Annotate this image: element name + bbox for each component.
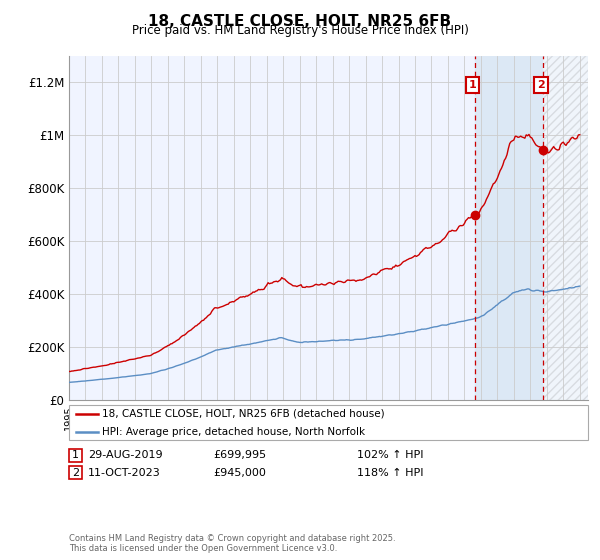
Text: 2: 2 — [72, 468, 79, 478]
Text: Contains HM Land Registry data © Crown copyright and database right 2025.
This d: Contains HM Land Registry data © Crown c… — [69, 534, 395, 553]
Text: 1: 1 — [469, 80, 477, 90]
Text: Price paid vs. HM Land Registry's House Price Index (HPI): Price paid vs. HM Land Registry's House … — [131, 24, 469, 37]
Text: 2: 2 — [537, 80, 545, 90]
Text: 1: 1 — [72, 450, 79, 460]
Text: 18, CASTLE CLOSE, HOLT, NR25 6FB: 18, CASTLE CLOSE, HOLT, NR25 6FB — [148, 14, 452, 29]
Text: 18, CASTLE CLOSE, HOLT, NR25 6FB (detached house): 18, CASTLE CLOSE, HOLT, NR25 6FB (detach… — [102, 409, 385, 419]
Text: £945,000: £945,000 — [213, 468, 266, 478]
Bar — [544, 56, 588, 400]
Bar — [544, 56, 588, 400]
Text: 11-OCT-2023: 11-OCT-2023 — [88, 468, 161, 478]
Text: £699,995: £699,995 — [213, 450, 266, 460]
Bar — [475, 56, 544, 400]
Text: 29-AUG-2019: 29-AUG-2019 — [88, 450, 163, 460]
Text: HPI: Average price, detached house, North Norfolk: HPI: Average price, detached house, Nort… — [102, 427, 365, 437]
Text: 118% ↑ HPI: 118% ↑ HPI — [357, 468, 424, 478]
Text: 102% ↑ HPI: 102% ↑ HPI — [357, 450, 424, 460]
